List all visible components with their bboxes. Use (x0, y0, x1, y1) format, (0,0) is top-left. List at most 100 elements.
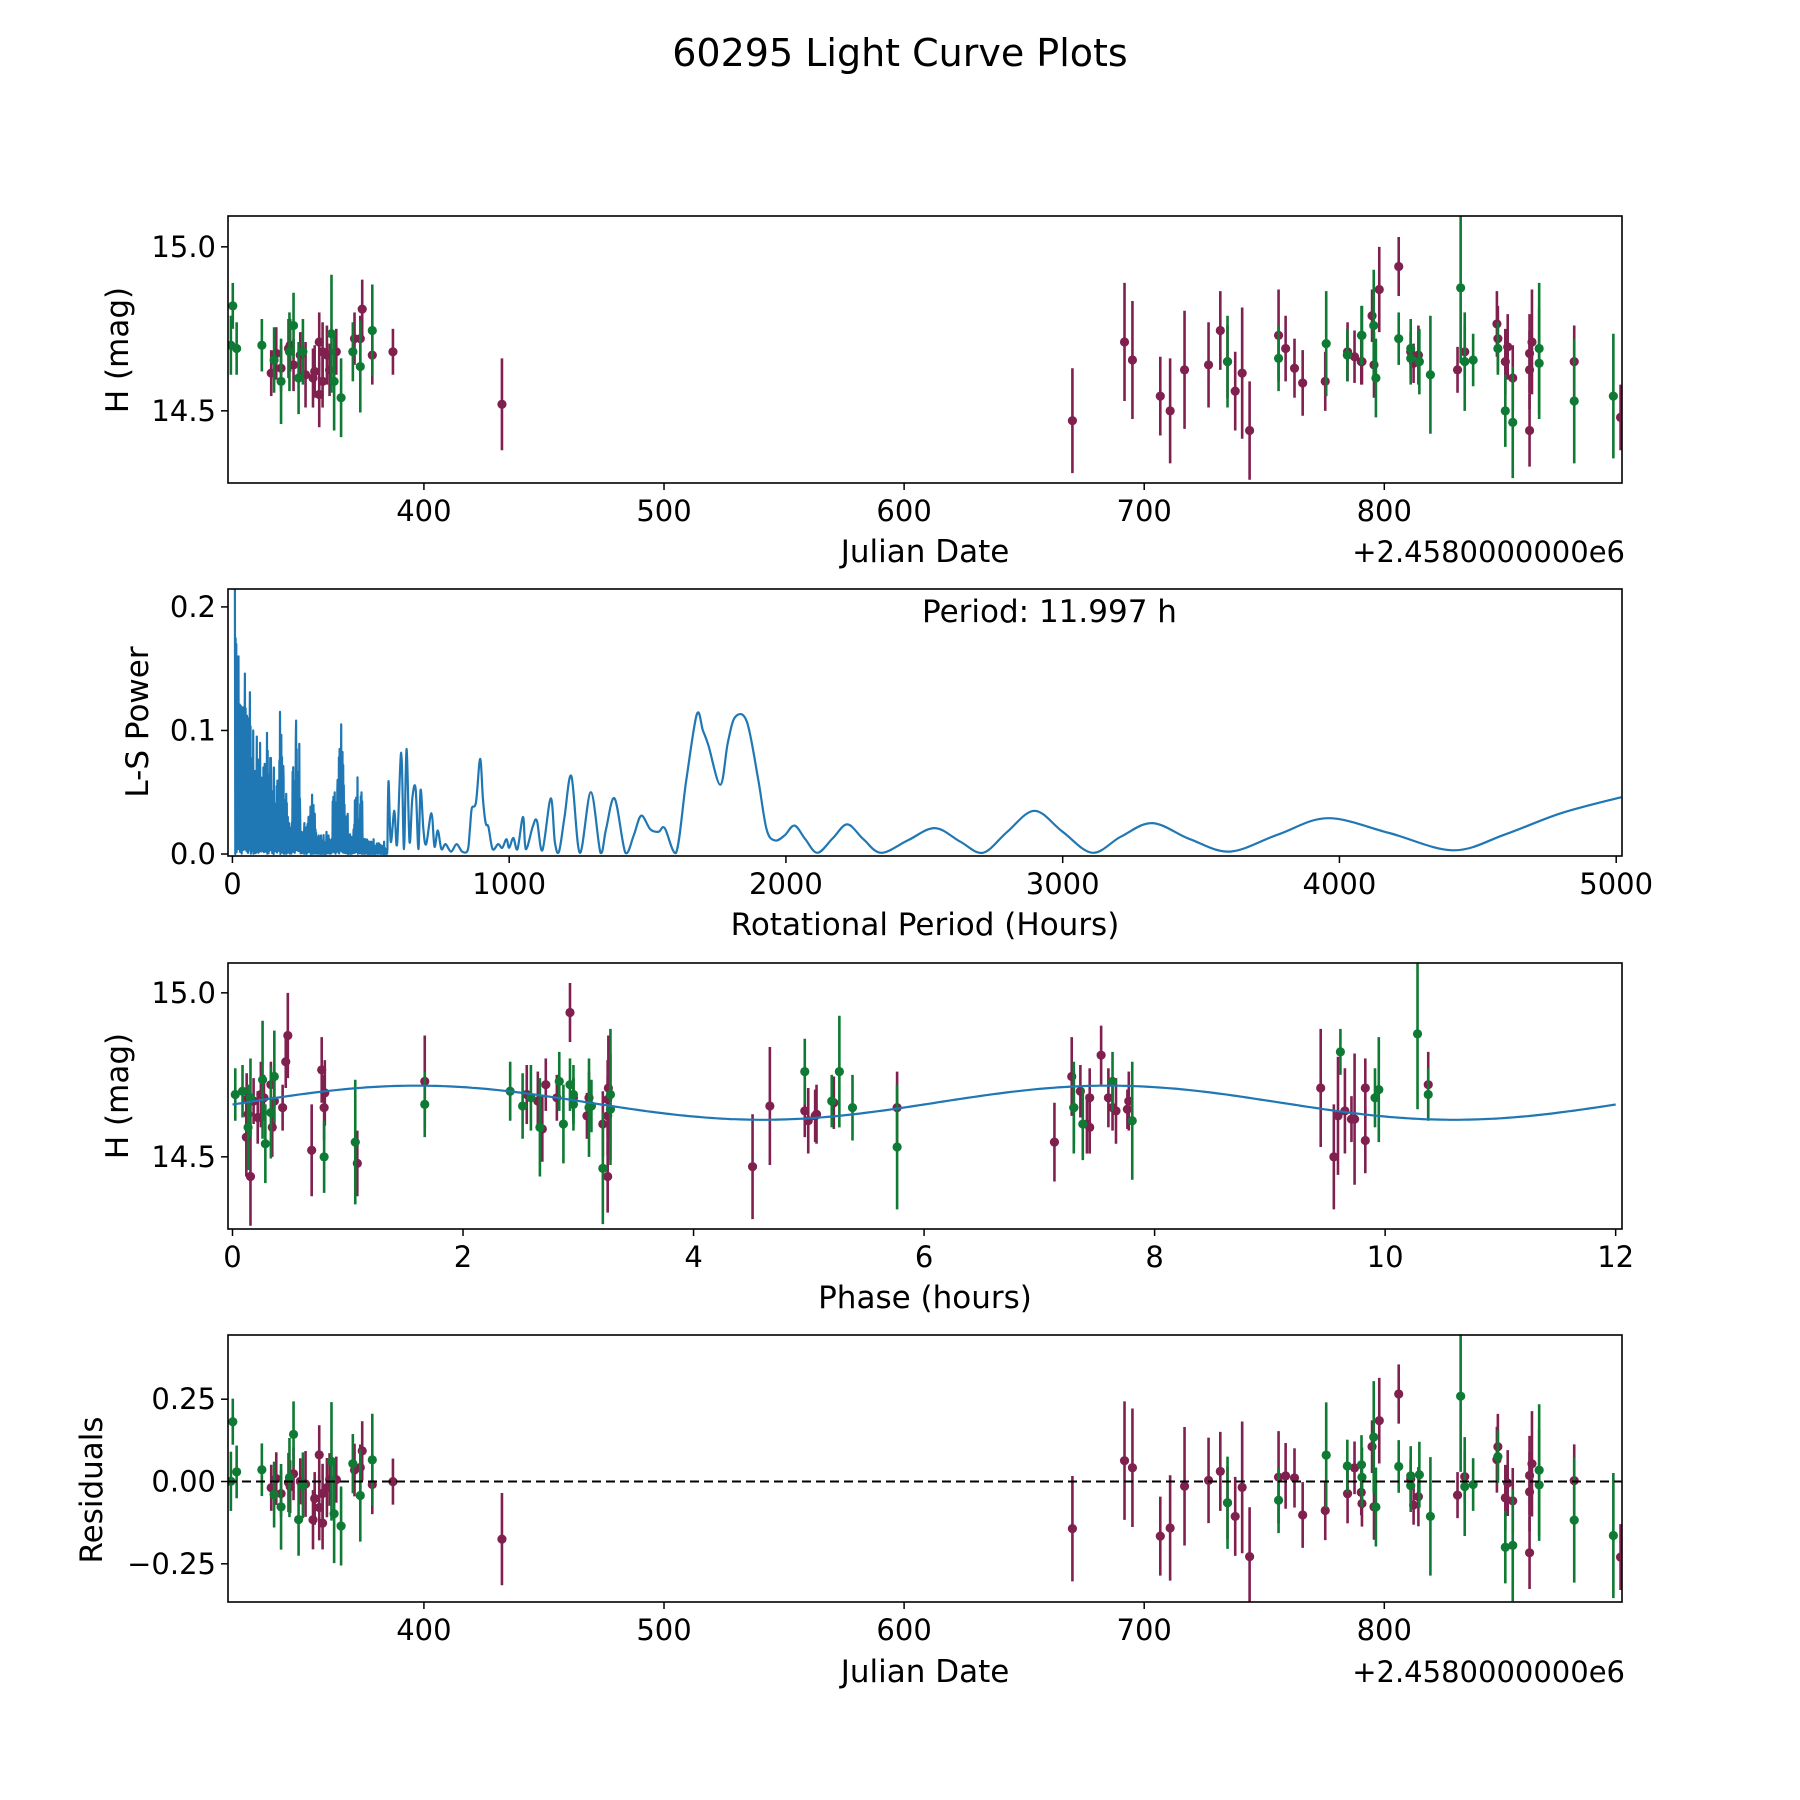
x-tick-label: 4000 (1303, 867, 1377, 901)
residual-point-band_b (348, 1434, 358, 1494)
data-point-marker (1369, 1432, 1379, 1442)
data-point-marker (1367, 311, 1377, 321)
data-point-marker (1321, 338, 1331, 349)
light-curve-point-band_b (1460, 312, 1470, 411)
data-point-marker (1067, 416, 1078, 426)
light-curve-point-band_b (1342, 328, 1352, 382)
phased-point-band_b (1107, 1051, 1118, 1111)
data-point-marker (1394, 1389, 1404, 1399)
data-point-marker (1215, 1466, 1225, 1476)
data-point-marker (1357, 1472, 1367, 1482)
residual-point-band_a (1452, 1472, 1463, 1519)
x-tick-label: 6 (915, 1240, 933, 1274)
residual-point-band_b (298, 1452, 308, 1519)
phased-point-band_b (834, 1015, 844, 1128)
data-point-marker (336, 393, 346, 403)
x-tick-label: 10 (1367, 1240, 1404, 1274)
data-point-marker (1245, 1551, 1255, 1562)
data-point-marker (1374, 1085, 1384, 1095)
x-tick-label: 500 (636, 494, 691, 528)
light-curve-point-band_a (1527, 289, 1537, 395)
data-point-marker (1425, 1511, 1436, 1521)
light-curve-point-band_b (228, 282, 238, 329)
phased-point-band_a (1360, 1107, 1370, 1174)
x-tick-label: 800 (1357, 1613, 1412, 1647)
light-curve-point-band_a (1452, 346, 1463, 393)
residual-point-band_b (1371, 1467, 1381, 1547)
residuals-ticks: 400 500 600 700 800 −0.25 0.00 0.25 (127, 1382, 1412, 1647)
y-tick-label: 0.00 (151, 1465, 216, 1499)
data-point-marker (1127, 1116, 1137, 1126)
residual-point-band_b (1534, 1428, 1544, 1541)
phased-light-curve-panel: 0 2 4 6 8 10 12 14.5 15.0 Phase (hours) H (mag) (100, 962, 1634, 1316)
light-curve-point-band_a (1067, 368, 1078, 474)
data-point-marker (298, 347, 308, 357)
residual-point-band_a (1165, 1475, 1175, 1581)
data-point-marker (269, 1071, 279, 1082)
residual-point-band_a (1067, 1475, 1078, 1582)
residual-point-band_a (1179, 1426, 1190, 1546)
periodogram-line (233, 589, 1622, 856)
residual-point-band_a (497, 1493, 507, 1586)
data-point-marker (1349, 352, 1360, 362)
data-point-marker (1360, 1083, 1370, 1093)
residual-point-band_a (1155, 1496, 1165, 1576)
light-curve-point-band_b (288, 292, 299, 359)
data-point-marker (1103, 1093, 1113, 1103)
data-point-marker (1452, 1490, 1463, 1500)
light-curve-point-band_b (1500, 374, 1510, 447)
light-curve-point-band_a (1503, 314, 1513, 380)
data-point-marker (1179, 365, 1190, 375)
data-point-marker (284, 347, 295, 357)
data-point-marker (1569, 1515, 1579, 1525)
phased-point-band_b (518, 1073, 528, 1139)
phased-point-band_b (892, 1084, 902, 1210)
residual-point-band_b (1608, 1472, 1618, 1599)
data-point-marker (1374, 1416, 1384, 1426)
phased-point-band_b (230, 1068, 240, 1121)
data-point-marker (1085, 1093, 1095, 1103)
data-point-marker (1406, 1481, 1416, 1491)
data-point-marker (1508, 417, 1518, 427)
data-point-marker (1329, 1152, 1339, 1162)
light-curve-point-band_a (310, 345, 320, 398)
residual-point-band_b (336, 1486, 346, 1566)
phased-point-band_a (1096, 1025, 1106, 1085)
residuals-marks (228, 1335, 1622, 1602)
data-point-marker (497, 1534, 507, 1544)
data-point-marker (1394, 261, 1404, 272)
data-point-marker (1289, 1473, 1300, 1483)
light-curve-point-band_a (1394, 236, 1404, 297)
residual-point-band_b (1222, 1456, 1233, 1549)
data-point-marker (1394, 334, 1404, 344)
data-point-marker (1165, 1523, 1175, 1533)
residual-point-band_b (1460, 1437, 1470, 1536)
phased-point-band_b (1335, 1028, 1346, 1075)
data-point-marker (1503, 342, 1513, 352)
data-point-marker (1273, 353, 1284, 363)
data-point-marker (1349, 1463, 1360, 1473)
x-tick-label: 2000 (749, 867, 823, 901)
x-tick-label: 4 (684, 1240, 702, 1274)
residual-point-band_a (1527, 1411, 1537, 1517)
phased-point-band_a (541, 1058, 551, 1111)
data-point-marker (558, 1119, 569, 1129)
phased-point-band_b (420, 1071, 430, 1138)
data-point-marker (228, 301, 238, 311)
x-tick-label: 500 (636, 1613, 691, 1647)
phased-point-band_a (307, 1104, 317, 1197)
x-tick-label: 0 (223, 1240, 241, 1274)
data-point-marker (1335, 1047, 1346, 1057)
phased-point-band_b (800, 1038, 810, 1105)
data-point-marker (367, 1455, 377, 1465)
y-tick-label: 0.25 (151, 1382, 216, 1416)
residual-point-band_a (1245, 1507, 1255, 1602)
y-tick-label: 0.2 (170, 590, 216, 624)
residual-point-band_b (228, 1398, 238, 1445)
light-curve-point-band_b (367, 284, 377, 377)
phased-point-band_a (811, 1084, 822, 1144)
data-point-marker (314, 1450, 324, 1460)
residual-point-band_b (1342, 1439, 1352, 1493)
x-tick-label: 700 (1117, 494, 1172, 528)
